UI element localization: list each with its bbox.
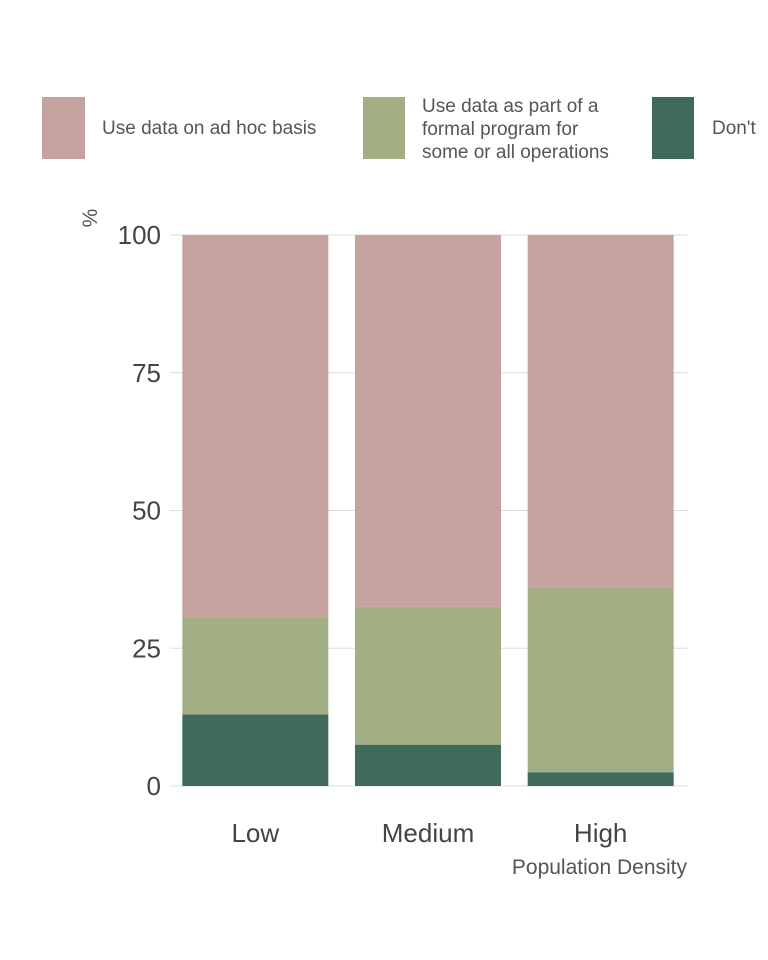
bar-high-series-1	[527, 587, 674, 773]
x-axis-ticks: Low Medium High	[231, 818, 627, 848]
bar-low-series-2	[182, 235, 329, 618]
x-axis-title: Population Density	[512, 856, 688, 879]
bar-medium-series-0	[355, 744, 501, 786]
legend-swatch-formal-program	[363, 97, 405, 159]
bar-low-series-1	[182, 617, 329, 715]
y-tick-label-75: 75	[132, 358, 161, 388]
bar-medium-series-1	[355, 606, 501, 745]
y-axis-ticks: 0 25 50 75 100	[118, 220, 161, 801]
bar-low-series-0	[182, 714, 329, 786]
bars	[182, 235, 674, 786]
legend-label-dont: Don't	[712, 118, 756, 139]
y-tick-label-0: 0	[147, 771, 161, 801]
legend-swatch-dont	[652, 97, 694, 159]
legend-swatch-ad-hoc	[42, 97, 85, 159]
bar-high-series-0	[527, 772, 674, 786]
x-tick-label-high: High	[574, 818, 627, 848]
y-axis-title: %	[79, 209, 102, 228]
y-tick-label-50: 50	[132, 496, 161, 526]
y-tick-label-25: 25	[132, 633, 161, 663]
x-tick-label-medium: Medium	[382, 818, 474, 848]
legend-label-ad-hoc: Use data on ad hoc basis	[102, 118, 317, 139]
legend-label-formal-program: Use data as part of a formal program for…	[422, 96, 609, 163]
y-tick-label-100: 100	[118, 220, 161, 250]
bar-high-series-2	[527, 235, 674, 588]
x-tick-label-low: Low	[231, 818, 279, 848]
bar-medium-series-2	[355, 235, 501, 607]
